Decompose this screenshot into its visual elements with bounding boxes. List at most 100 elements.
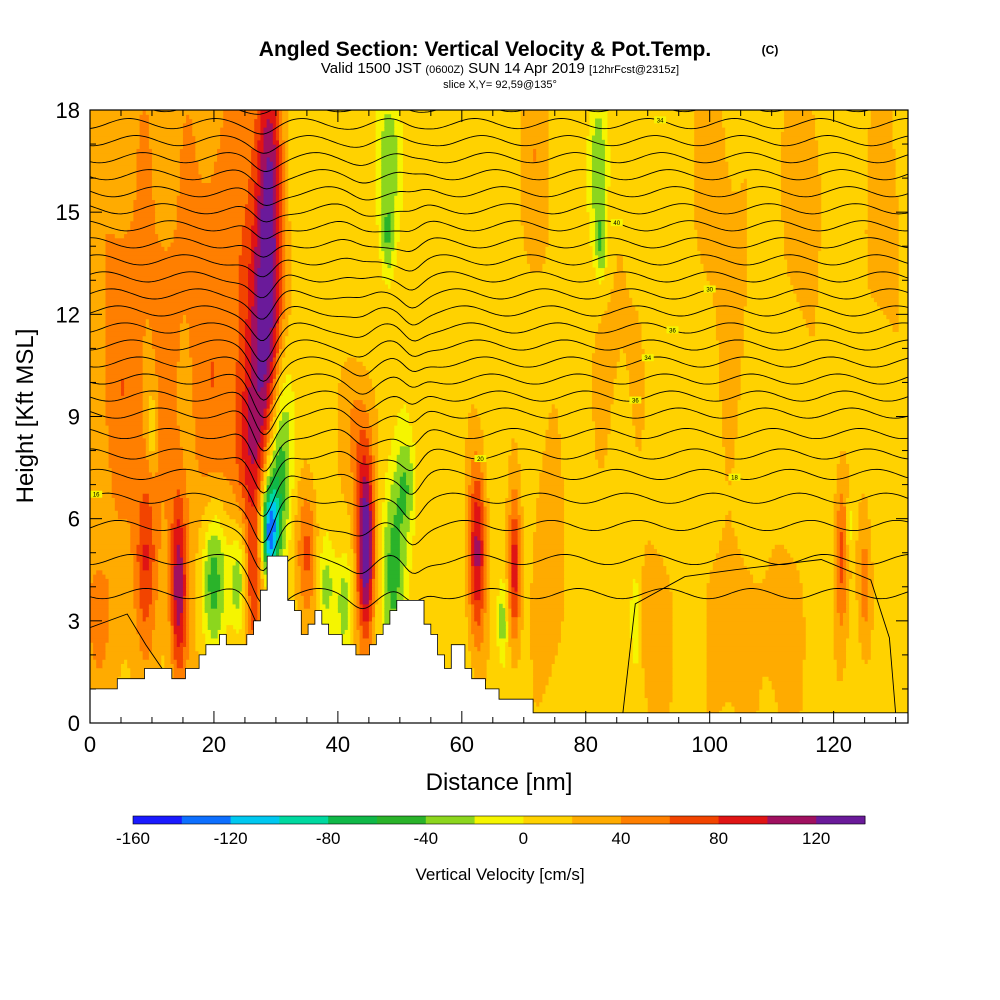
- velocity-cell: [560, 433, 596, 439]
- velocity-cell: [251, 331, 258, 337]
- velocity-cell: [294, 471, 302, 477]
- velocity-cell: [195, 450, 237, 456]
- velocity-cell: [855, 556, 863, 562]
- velocity-cell: [263, 190, 274, 196]
- velocity-cell: [802, 599, 835, 605]
- velocity-cell: [294, 476, 302, 481]
- velocity-cell: [409, 574, 466, 579]
- velocity-cell: [560, 620, 630, 626]
- velocity-cell: [480, 616, 485, 622]
- velocity-cell: [275, 548, 280, 554]
- velocity-cell: [130, 535, 141, 541]
- velocity-cell: [468, 586, 472, 592]
- velocity-cell: [517, 459, 543, 464]
- velocity-cell: [641, 633, 674, 639]
- velocity-cell: [195, 633, 206, 639]
- velocity-cell: [272, 531, 277, 537]
- velocity-cell: [142, 608, 150, 613]
- velocity-cell: [173, 539, 184, 545]
- velocity-cell: [186, 586, 190, 592]
- velocity-cell: [353, 578, 358, 584]
- velocity-cell: [254, 267, 258, 273]
- velocity-cell: [489, 531, 506, 537]
- velocity-cell: [560, 633, 630, 639]
- velocity-cell: [715, 322, 745, 328]
- velocity-cell: [464, 467, 472, 473]
- velocity-cell: [251, 254, 255, 260]
- velocity-cell: [836, 467, 850, 473]
- velocity-cell: [635, 437, 643, 443]
- velocity-cell: [839, 578, 844, 584]
- velocity-cell: [731, 514, 835, 520]
- velocity-cell: [517, 663, 534, 669]
- velocity-cell: [371, 522, 376, 528]
- velocity-cell: [275, 212, 280, 218]
- velocity-cell: [139, 582, 153, 588]
- velocity-cell: [464, 574, 469, 579]
- velocity-cell: [282, 335, 286, 341]
- velocity-cell: [839, 569, 844, 575]
- velocity-cell: [644, 561, 664, 567]
- velocity-cell: [275, 305, 280, 311]
- velocity-cell: [898, 212, 908, 218]
- velocity-cell: [263, 373, 271, 379]
- velocity-cell: [182, 531, 187, 537]
- velocity-cell: [629, 386, 646, 392]
- velocity-cell: [164, 501, 175, 507]
- velocity-cell: [359, 637, 373, 643]
- velocity-cell: [244, 539, 249, 545]
- velocity-cell: [489, 633, 497, 639]
- velocity-cell: [179, 642, 187, 647]
- velocity-cell: [362, 616, 370, 622]
- velocity-cell: [712, 561, 745, 567]
- velocity-cell: [415, 527, 466, 533]
- velocity-cell: [142, 361, 156, 367]
- velocity-cell: [746, 280, 791, 286]
- velocity-cell: [746, 267, 788, 273]
- velocity-cell: [548, 420, 559, 426]
- velocity-cell: [108, 437, 147, 443]
- velocity-cell: [155, 207, 178, 213]
- velocity-cell: [344, 497, 354, 503]
- velocity-cell: [368, 629, 373, 635]
- velocity-cell: [867, 574, 875, 579]
- velocity-cell: [712, 301, 748, 307]
- velocity-cell: [722, 433, 739, 439]
- velocity-cell: [564, 548, 646, 554]
- velocity-cell: [505, 531, 509, 537]
- velocity-cell: [536, 497, 565, 503]
- velocity-cell: [291, 220, 376, 226]
- velocity-cell: [409, 484, 413, 490]
- velocity-cell: [176, 561, 184, 567]
- velocity-cell: [189, 327, 240, 332]
- velocity-cell: [272, 539, 277, 545]
- velocity-cell: [805, 322, 816, 328]
- velocity-cell: [359, 544, 364, 550]
- velocity-cell: [294, 582, 302, 588]
- velocity-cell: [217, 514, 231, 520]
- velocity-cell: [833, 569, 838, 575]
- velocity-cell: [182, 463, 200, 469]
- velocity-cell: [263, 522, 268, 528]
- velocity-cell: [359, 471, 370, 477]
- velocity-cell: [737, 412, 908, 418]
- velocity-cell: [269, 335, 274, 341]
- velocity-cell: [486, 544, 491, 550]
- velocity-cell: [517, 603, 522, 609]
- velocity-cell: [371, 603, 376, 609]
- velocity-cell: [90, 216, 134, 222]
- velocity-cell: [489, 586, 500, 592]
- velocity-cell: [706, 612, 804, 618]
- velocity-cell: [545, 429, 559, 435]
- velocity-cell: [139, 527, 153, 533]
- velocity-cell: [266, 501, 271, 507]
- velocity-cell: [381, 195, 395, 200]
- velocity-cell: [520, 642, 531, 647]
- velocity-cell: [90, 476, 113, 481]
- velocity-cell: [186, 561, 190, 567]
- velocity-cell: [90, 199, 134, 205]
- velocity-cell: [548, 224, 590, 230]
- velocity-cell: [371, 582, 376, 588]
- velocity-cell: [694, 186, 732, 192]
- velocity-cell: [350, 625, 354, 630]
